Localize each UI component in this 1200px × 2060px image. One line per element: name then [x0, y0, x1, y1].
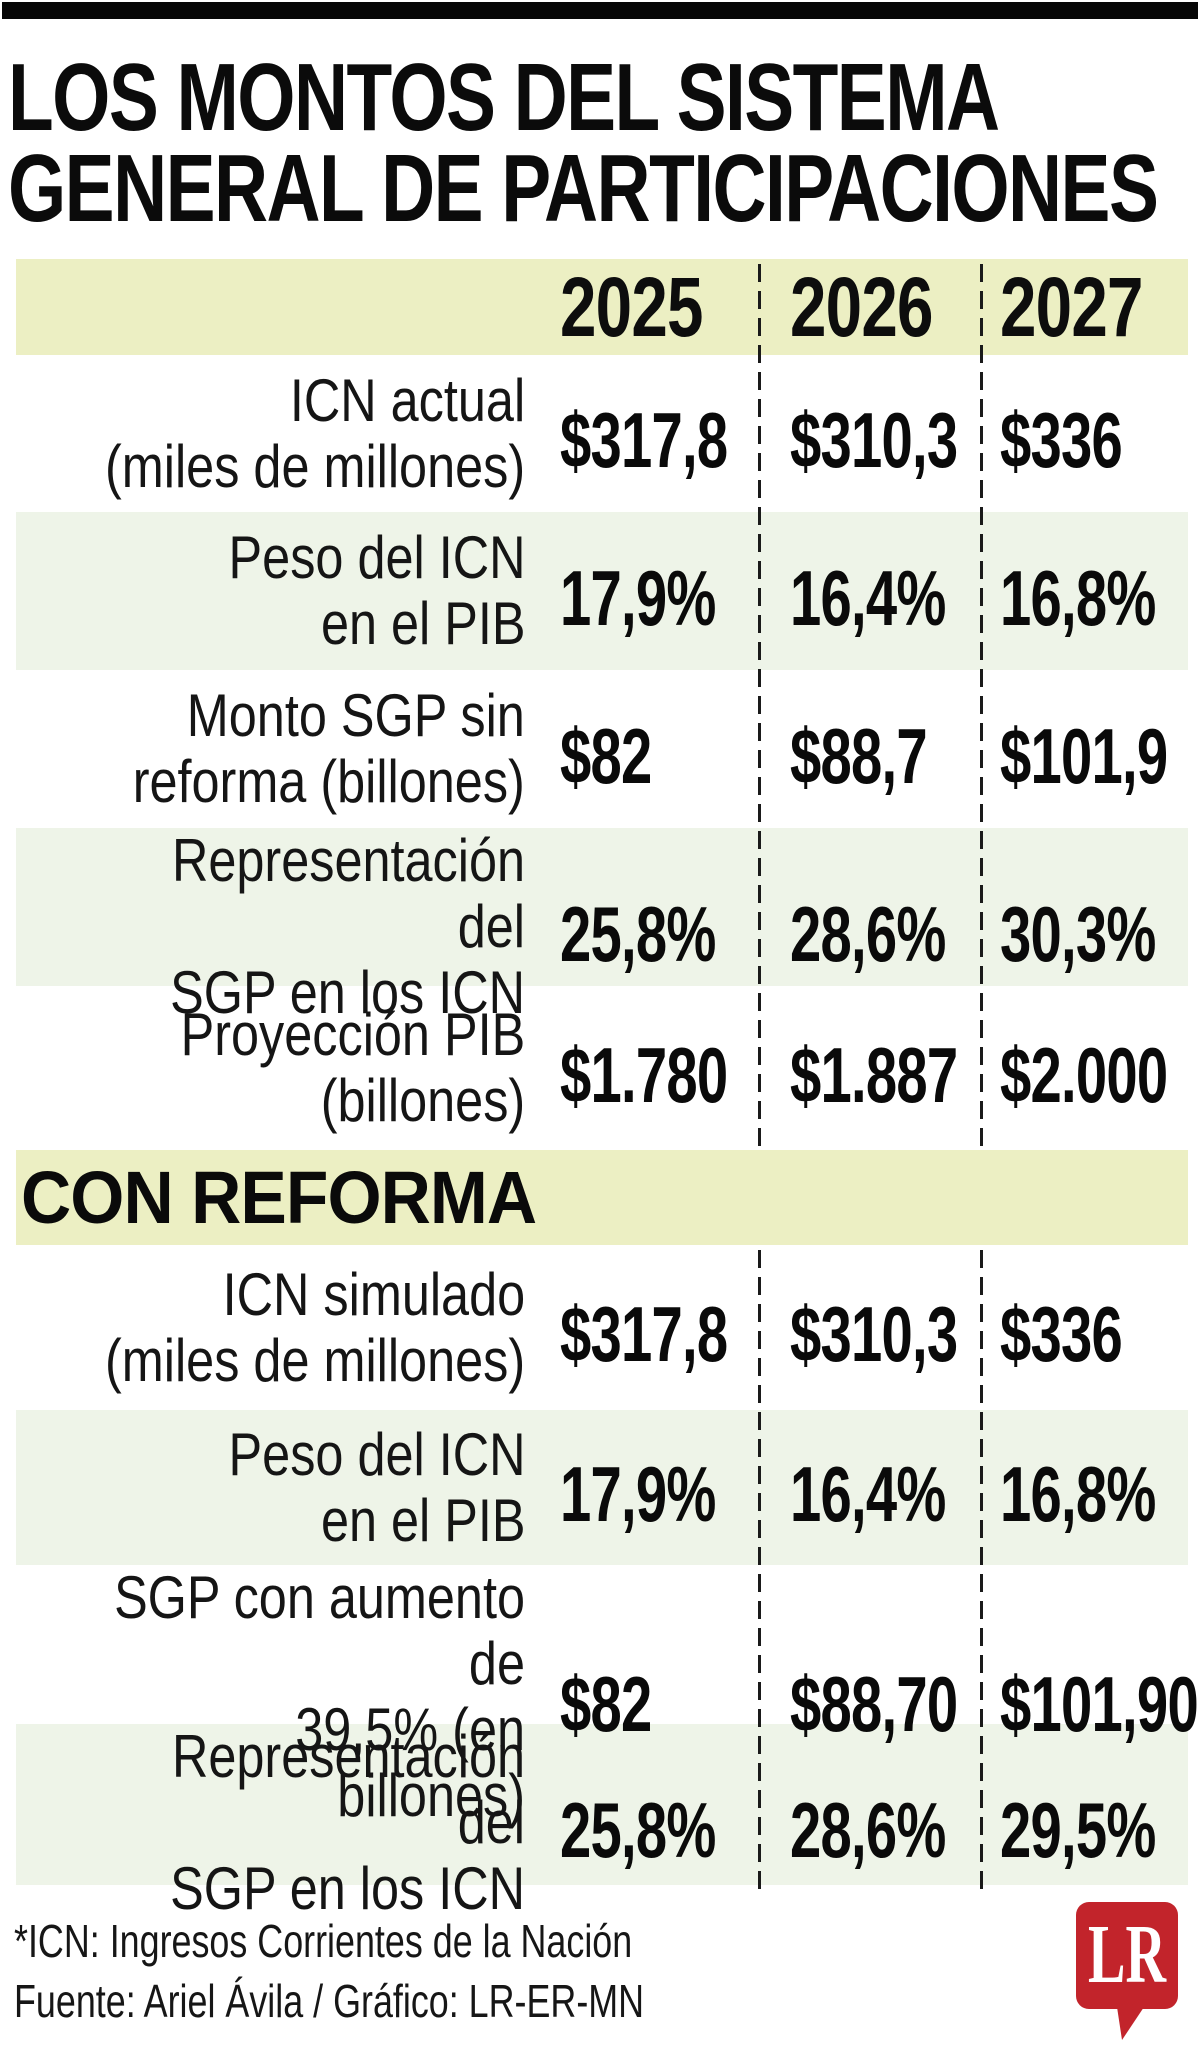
- row-label-line1: SGP con aumento de: [114, 1564, 526, 1697]
- table-row: Representación del SGP en los ICN 25,8% 2…: [16, 828, 1188, 1026]
- cell-value-2027: 16,8%: [1000, 1450, 1156, 1538]
- row-label-line1: Representación del: [171, 1723, 525, 1856]
- row-label-line2: en el PIB: [320, 590, 525, 657]
- row-label: Representación del SGP en los ICN: [16, 828, 560, 1026]
- cell-value-2026: $1.887: [790, 1030, 958, 1119]
- column-separator: [758, 1250, 761, 1890]
- cell-value-2027: $336: [1000, 1290, 1123, 1378]
- row-label-line1: Peso del ICN: [228, 1420, 525, 1488]
- table-row: Representación del SGP en los ICN 25,8% 2…: [16, 1724, 1188, 1922]
- row-label: ICN simulado (miles de millones): [16, 1260, 560, 1394]
- row-label: Representación del SGP en los ICN: [16, 1724, 560, 1922]
- title-line-2: GENERAL DE PARTICIPACIONES: [8, 135, 1159, 242]
- row-label-line1: ICN actual: [289, 366, 525, 434]
- row-label-line2: (miles de millones): [104, 432, 525, 500]
- footnote: *ICN: Ingresos Corrientes de la Nación: [14, 1915, 633, 1967]
- cell-value-2026: 28,6%: [790, 1785, 946, 1874]
- row-label: Peso del ICN en el PIB: [16, 1420, 560, 1554]
- section-header-con-reforma: CON REFORMA: [16, 1150, 1188, 1245]
- year-header-2027: 2027: [1000, 260, 1143, 354]
- table-header-row: 2025 2026 2027: [16, 259, 1188, 355]
- cell-value-2026: $88,7: [790, 711, 928, 800]
- table-row: Peso del ICN en el PIB 17,9% 16,4% 16,8%: [16, 1410, 1188, 1565]
- row-label-line1: Monto SGP sin: [186, 682, 525, 749]
- cell-value-2025: $82: [560, 1659, 652, 1748]
- cell-value-2026: $310,3: [790, 1290, 958, 1378]
- cell-value-2027: $101,90: [1000, 1659, 1199, 1748]
- cell-value-2027: $101,9: [1000, 711, 1168, 800]
- cell-value-2025: 17,9%: [560, 1450, 716, 1538]
- row-label: Peso del ICN en el PIB: [16, 525, 560, 657]
- cell-value-2027: 30,3%: [1000, 889, 1156, 978]
- row-label-line1: Peso del ICN: [228, 524, 525, 591]
- row-label: Proyección PIB (billones): [16, 1002, 560, 1134]
- infographic-title: LOS MONTOS DEL SISTEMA GENERAL DE PARTIC…: [8, 44, 1200, 242]
- title-line-1: LOS MONTOS DEL SISTEMA: [8, 44, 1000, 151]
- cell-value-2027: 16,8%: [1000, 553, 1156, 642]
- row-label: ICN actual (miles de millones): [16, 366, 560, 500]
- cell-value-2025: 17,9%: [560, 553, 716, 642]
- cell-value-2025: 25,8%: [560, 1785, 716, 1874]
- table-row: Monto SGP sin reforma (billones) $82 $88,…: [16, 670, 1188, 828]
- cell-value-2025: $317,8: [560, 1290, 728, 1378]
- row-label-line1: Proyección PIB: [180, 1001, 525, 1068]
- data-table: 2025 2026 2027 ICN actual (miles de millo…: [16, 259, 1199, 1922]
- row-label-line2: 39,5% (en billones): [295, 1696, 525, 1829]
- row-label-line1: Representación del: [171, 827, 525, 960]
- cell-value-2026: 16,4%: [790, 1450, 946, 1538]
- table-row: ICN actual (miles de millones) $317,8 $31…: [16, 355, 1188, 512]
- table-row: Proyección PIB (billones) $1.780 $1.887 $…: [16, 986, 1188, 1150]
- cell-value-2025: $1.780: [560, 1030, 728, 1119]
- cell-value-2025: $82: [560, 711, 652, 800]
- table-row: ICN simulado (miles de millones) $317,8 $…: [16, 1245, 1188, 1410]
- logo-text: LR: [1088, 1908, 1167, 2001]
- row-label-line2: (billones): [320, 1067, 525, 1134]
- row-label-line2: en el PIB: [320, 1486, 525, 1554]
- table-row: Peso del ICN en el PIB 17,9% 16,4% 16,8%: [16, 512, 1188, 670]
- cell-value-2026: $88,70: [790, 1659, 958, 1748]
- cell-value-2025: $317,8: [560, 396, 728, 484]
- footer: *ICN: Ingresos Corrientes de la Nación F…: [14, 1911, 1200, 2031]
- row-label-line2: SGP en los ICN: [170, 1855, 525, 1922]
- row-label: Monto SGP sin reforma (billones): [16, 683, 560, 815]
- cell-value-2027: $336: [1000, 396, 1123, 484]
- section-label: CON REFORMA: [21, 1156, 537, 1239]
- row-label-line2: reforma (billones): [132, 748, 525, 815]
- lr-logo: LR: [1076, 1902, 1178, 2040]
- column-separator: [758, 264, 761, 1155]
- cell-value-2027: 29,5%: [1000, 1785, 1156, 1874]
- row-label: SGP con aumento de 39,5% (en billones): [16, 1565, 560, 1829]
- cell-value-2026: $310,3: [790, 396, 958, 484]
- cell-value-2026: 16,4%: [790, 553, 946, 642]
- logo-bubble-tail: [1117, 2007, 1144, 2040]
- logo-bubble: [1076, 1902, 1178, 2009]
- column-separator: [980, 264, 983, 1155]
- column-separator: [980, 1250, 983, 1890]
- year-header-2025: 2025: [560, 260, 703, 354]
- row-label-line2: (miles de millones): [104, 1326, 525, 1394]
- source-line: Fuente: Ariel Ávila / Gráfico: LR-ER-MN: [14, 1975, 645, 2027]
- cell-value-2025: 25,8%: [560, 889, 716, 978]
- cell-value-2027: $2.000: [1000, 1030, 1168, 1119]
- year-header-2026: 2026: [790, 260, 933, 354]
- row-label-line1: ICN simulado: [222, 1260, 525, 1328]
- row-label-line2: SGP en los ICN: [170, 959, 525, 1026]
- table-row: SGP con aumento de 39,5% (en billones) $8…: [16, 1565, 1199, 1829]
- top-bar: [2, 2, 1198, 19]
- cell-value-2026: 28,6%: [790, 889, 946, 978]
